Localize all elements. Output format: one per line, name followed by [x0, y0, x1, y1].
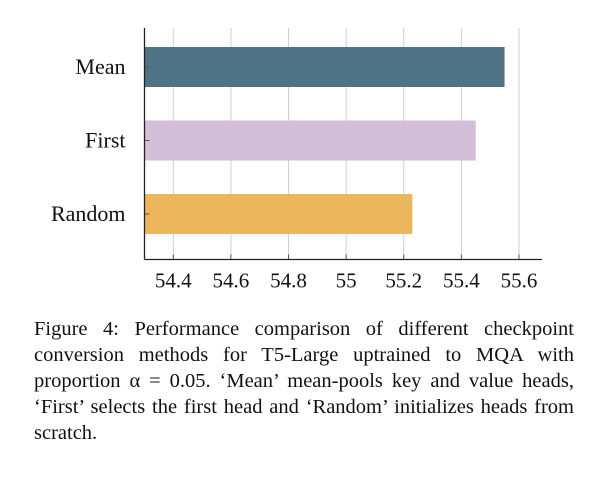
figure-caption: Figure 4: Performance comparison of diff…: [34, 318, 574, 444]
y-tick-label: First: [85, 128, 125, 153]
x-tick-label: 55.4: [443, 269, 480, 293]
bar-random: [144, 194, 413, 234]
x-tick-label: 54.6: [213, 269, 250, 293]
x-tick-label: 55: [336, 269, 357, 293]
bar-mean: [144, 47, 505, 87]
x-tick-label: 55.6: [501, 269, 538, 293]
bar-first: [144, 120, 476, 161]
x-tick-label: 54.8: [270, 269, 307, 293]
y-tick-label: Mean: [75, 54, 125, 79]
bar-chart: 54.4 54.6 54.8 55 55.2 55.4 55.6 Mean First Rando…: [51, 28, 542, 293]
x-tick-label: 55.2: [385, 269, 422, 293]
x-tick-label: 54.4: [155, 269, 192, 293]
y-tick-label: Random: [51, 201, 126, 226]
